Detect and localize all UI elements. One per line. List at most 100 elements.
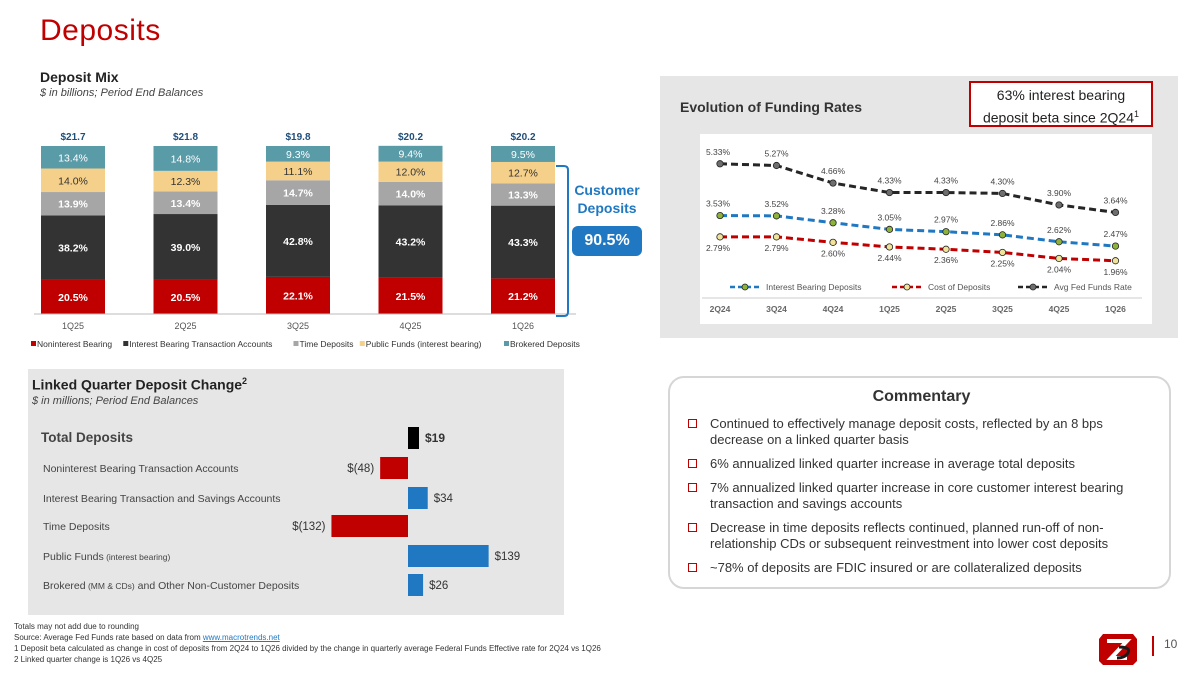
legend-label: Cost of Deposits (928, 282, 990, 292)
data-point (1111, 208, 1120, 217)
bar-segment (378, 205, 443, 278)
x-tick-label: 2Q24 (710, 304, 731, 314)
x-tick-label: 3Q25 (992, 304, 1013, 314)
change-bar (408, 545, 489, 567)
legend-marker (903, 283, 911, 291)
change-value-label: $34 (434, 493, 454, 505)
bar-segment-label: 13.3% (508, 189, 538, 201)
data-label: 3.28% (821, 206, 846, 216)
category-label: Public Funds (interest bearing) (43, 551, 170, 563)
commentary-text: ~78% of deposits are FDIC insured or are… (710, 560, 1082, 575)
page-number: 10 (1164, 637, 1178, 651)
bar-segment-label: 14.8% (171, 153, 201, 165)
series-line (719, 162, 1116, 214)
x-tick-label: 4Q24 (823, 304, 844, 314)
x-tick-label: 1Q25 (879, 304, 900, 314)
lq-footnote-ref: 2 (242, 376, 248, 386)
data-label: 3.05% (877, 212, 902, 222)
deposit-beta-callout: 63% interest bearing deposit beta since … (969, 81, 1153, 127)
checkbox-bullet-icon (688, 459, 697, 468)
bar-segment (378, 145, 443, 162)
data-label: 2.60% (821, 248, 846, 258)
bar-segment (41, 146, 105, 169)
data-point (716, 211, 724, 220)
category-label: Time Deposits (43, 521, 110, 533)
commentary-item: ~78% of deposits are FDIC insured or are… (688, 560, 1158, 576)
change-value-label: $26 (429, 580, 448, 592)
bar-segment (153, 146, 218, 171)
customer-label-line1: Customer (574, 182, 640, 198)
bar-total-label: $19.8 (285, 132, 310, 143)
category-label: Noninterest Bearing Transaction Accounts (43, 463, 239, 475)
bar-total-label: $20.2 (510, 132, 535, 143)
data-label: 2.86% (990, 218, 1015, 228)
bar-total-label: $21.7 (60, 132, 85, 143)
x-tick-label: 3Q25 (287, 321, 309, 331)
customer-deposits-label: Customer Deposits (568, 181, 646, 217)
x-tick-label: 2Q25 (936, 304, 957, 314)
bar-segment (153, 279, 218, 314)
category-label: Total Deposits (41, 430, 133, 445)
bar-segment-label: 20.5% (171, 292, 201, 304)
data-point (829, 238, 837, 246)
bar-segment (41, 215, 105, 280)
commentary-box: Commentary Continued to effectively mana… (668, 376, 1171, 589)
category-label-main: Public Funds (43, 551, 104, 563)
data-label: 2.44% (877, 253, 902, 263)
bar-segment-label: 20.5% (58, 292, 88, 304)
data-label: 2.36% (934, 255, 959, 265)
data-label: 5.27% (764, 148, 789, 158)
bar-segment (266, 161, 330, 181)
bar-segment-label: 11.1% (284, 166, 313, 178)
change-bar (408, 487, 428, 509)
bar-segment (153, 214, 218, 280)
bar-segment-label: 13.4% (171, 198, 201, 210)
commentary-item: Decrease in time deposits reflects conti… (688, 520, 1158, 552)
deposit-mix-chart: 20.5% 38.2% 13.9% 14.0% 13.4% $21.7 1Q25 20.5% 3… (31, 132, 580, 349)
bar-segment (41, 168, 105, 193)
data-point (829, 219, 837, 227)
checkbox-bullet-icon (688, 523, 697, 532)
data-point (942, 188, 950, 197)
bar-segment (41, 279, 105, 314)
category-label: Interest Bearing Transaction and Savings… (43, 493, 281, 505)
legend-swatch (31, 341, 36, 346)
data-point (998, 189, 1007, 198)
bar-segment-label: 9.3% (286, 149, 310, 161)
data-point (942, 245, 950, 253)
data-point (772, 212, 781, 220)
checkbox-bullet-icon (688, 563, 697, 572)
linked-quarter-title: Linked Quarter Deposit Change2 (32, 376, 247, 393)
bar-segment-label: 21.5% (396, 291, 426, 303)
bar-segment (491, 161, 555, 184)
bar-segment-label: 12.7% (508, 168, 538, 180)
data-label: 3.52% (764, 199, 789, 209)
bar-segment-label: 12.0% (396, 167, 426, 179)
bar-segment-label: 43.2% (396, 237, 426, 249)
commentary-text: 7% annualized linked quarter increase in… (710, 480, 1124, 511)
deposit-mix-subtitle: $ in billions; Period End Balances (40, 87, 204, 99)
bar-segment (491, 205, 555, 279)
change-value-label: $(132) (292, 521, 325, 533)
footnote-rounding: Totals may not add due to rounding (14, 622, 139, 631)
x-tick-label: 4Q25 (1049, 304, 1070, 314)
linked-quarter-panel (28, 369, 564, 615)
beta-line2-text: deposit beta since 2Q24 (982, 109, 1134, 126)
change-bar (408, 427, 419, 449)
bar-segment-label: 14.7% (283, 188, 313, 200)
legend-label: Interest Bearing Deposits (766, 282, 861, 292)
beta-footnote-ref: 1 (1133, 109, 1139, 119)
bar-segment (491, 278, 555, 314)
x-tick-label: 4Q25 (399, 321, 421, 331)
bar-segment-label: 12.3% (171, 176, 201, 188)
company-logo-icon (1099, 634, 1137, 665)
data-point (998, 248, 1007, 257)
footnote-2: 2 Linked quarter change is 1Q26 vs 4Q25 (14, 655, 163, 664)
data-label: 1.96% (1103, 267, 1128, 277)
data-label: 4.33% (877, 176, 902, 186)
data-point (772, 161, 781, 170)
category-label-tail: and Other Non-Customer Deposits (135, 580, 300, 592)
data-label: 4.30% (990, 176, 1015, 186)
source-link[interactable]: www.macrotrends.net (202, 633, 280, 642)
series-line (719, 214, 1116, 248)
